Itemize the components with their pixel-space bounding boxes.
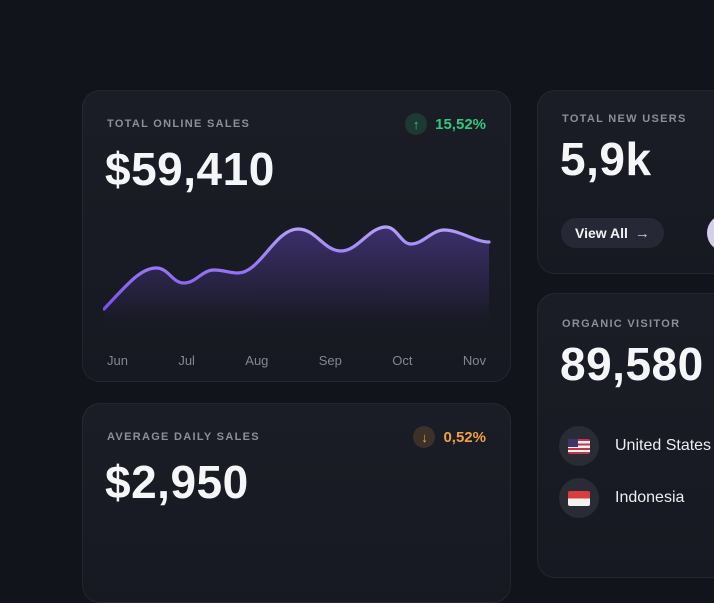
chart-area-fill (104, 227, 489, 323)
x-axis-label: Sep (318, 353, 342, 368)
organic-visitor-card: ORGANIC VISITOR 89,580 United States Ind… (537, 293, 714, 578)
indonesia-flag-icon (568, 490, 590, 506)
country-list: United States Indonesia (559, 426, 711, 518)
card-header: TOTAL NEW USERS (538, 91, 714, 125)
chart-line (103, 225, 491, 311)
card-header: ORGANIC VISITOR (538, 294, 714, 330)
view-all-label: View All (575, 225, 628, 241)
card-header: TOTAL ONLINE SALES ↑ 15,52% (83, 91, 510, 135)
organic-visitor-value: 89,580 (560, 338, 704, 390)
x-axis-label: Oct (392, 353, 413, 368)
card-label: AVERAGE DAILY SALES (107, 431, 260, 443)
view-all-button[interactable]: View All → (561, 218, 664, 248)
card-label: ORGANIC VISITOR (562, 318, 681, 330)
average-daily-sales-value: $2,950 (105, 456, 249, 508)
total-online-sales-value: $59,410 (105, 143, 275, 195)
united-states-flag-icon (568, 438, 590, 454)
x-axis-label: Aug (245, 353, 269, 368)
sales-area-chart (103, 225, 491, 323)
change-badge-positive: ↑ 15,52% (405, 113, 486, 135)
change-badge-negative: ↓ 0,52% (413, 426, 486, 448)
country-name: Indonesia (615, 489, 685, 506)
total-online-sales-card: TOTAL ONLINE SALES ↑ 15,52% $59,410 Jun … (82, 90, 511, 382)
flag-avatar (559, 426, 599, 466)
users-circle-button[interactable] (707, 214, 714, 252)
x-axis-label: Nov (462, 353, 486, 368)
x-axis-label: Jun (107, 353, 128, 368)
card-label: TOTAL ONLINE SALES (107, 118, 251, 130)
card-header: AVERAGE DAILY SALES ↓ 0,52% (83, 404, 510, 448)
total-new-users-card: TOTAL NEW USERS 5,9k View All → (537, 90, 714, 274)
list-item: Indonesia (559, 478, 711, 518)
change-value: 15,52% (435, 115, 486, 133)
change-value: 0,52% (443, 428, 486, 446)
list-item: United States (559, 426, 711, 466)
flag-avatar (559, 478, 599, 518)
up-arrow-icon: ↑ (405, 113, 428, 135)
right-arrow-icon: → (634, 224, 650, 242)
down-arrow-icon: ↓ (413, 426, 436, 448)
x-axis-label: Jul (178, 353, 195, 368)
average-daily-sales-card: AVERAGE DAILY SALES ↓ 0,52% $2,950 (82, 403, 511, 603)
total-new-users-value: 5,9k (560, 133, 652, 185)
country-name: United States (615, 437, 712, 454)
card-label: TOTAL NEW USERS (562, 113, 687, 125)
x-axis-labels: Jun Jul Aug Sep Oct Nov (107, 353, 486, 368)
